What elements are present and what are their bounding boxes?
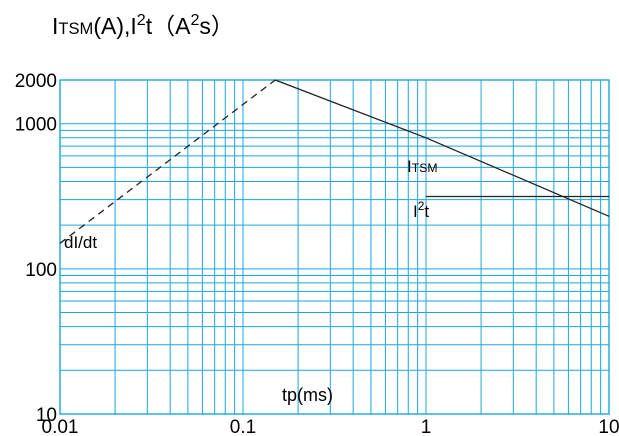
series-didt-line [59,79,276,244]
series-itsm-line [274,79,610,217]
chart-title: ITSM(A),I2t（A2s） [52,11,234,39]
title-tsm-sub: TSM [58,19,93,38]
label-i2t: I2t [413,199,429,221]
y-tick-label: 1000 [15,115,57,136]
label-itsm: ITSM [407,157,438,176]
label-itsm-main: I [407,157,412,176]
label-i2t-sup: 2 [418,199,425,213]
x-tick-label: 0.1 [230,417,256,436]
y-tick-label: 10 [36,405,57,426]
y-tick-label: 100 [25,260,57,281]
title-mid: (A),I [93,13,136,39]
label-i2t-main: I [413,202,418,221]
grid [60,80,609,414]
title-end: s） [199,13,234,39]
x-tick-label: 0.01 [42,417,79,436]
label-didt: dI/dt [64,233,97,252]
x-tick-labels: 0.01 0.1 1 10 [42,417,619,436]
y-tick-label: 2000 [15,71,57,92]
label-itsm-sub: TSM [412,161,438,175]
label-i2t-tail: t [424,202,429,221]
title-sup-2: 2 [190,11,199,29]
plot-frame [59,79,610,415]
x-tick-label: 10 [598,417,619,436]
title-t: t（A [146,13,191,39]
title-sup-1: 2 [137,11,146,29]
x-tick-label: 1 [421,417,432,436]
title-i: I [52,13,58,39]
x-axis-label: tp(ms) [282,385,333,405]
y-tick-labels: 10 100 1000 2000 [15,71,57,426]
